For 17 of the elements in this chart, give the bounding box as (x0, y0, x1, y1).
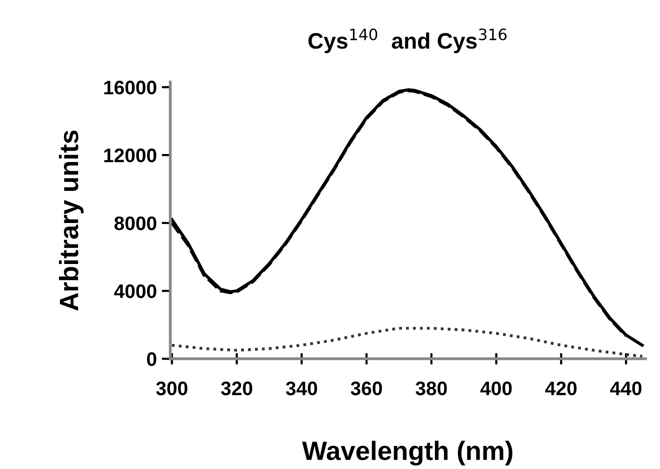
y-tick-label: 12000 (104, 148, 156, 162)
y-tick-label: 16000 (104, 80, 156, 94)
x-tick-label: 400 (480, 382, 512, 396)
line-series (170, 326, 644, 358)
chart-title: Cys$^{140}$ and Cys$^{316}$ (308, 28, 507, 54)
x-tick-label: 320 (221, 382, 252, 396)
x-tick-label: 420 (545, 382, 577, 396)
x-tick-label: 300 (156, 382, 188, 396)
x-axis-title: Wavelength (nm) (302, 440, 512, 466)
x-tick-label: 340 (286, 382, 318, 396)
y-tick-label: 0 (147, 352, 156, 366)
y-tick-label: 4000 (114, 284, 156, 298)
x-tick-label: 380 (416, 382, 447, 396)
y-axis-title: Arbitrary units (58, 130, 84, 311)
y-tick-label: 8000 (114, 216, 156, 230)
x-tick-label: 360 (350, 382, 382, 396)
x-tick-label: 440 (610, 382, 642, 396)
